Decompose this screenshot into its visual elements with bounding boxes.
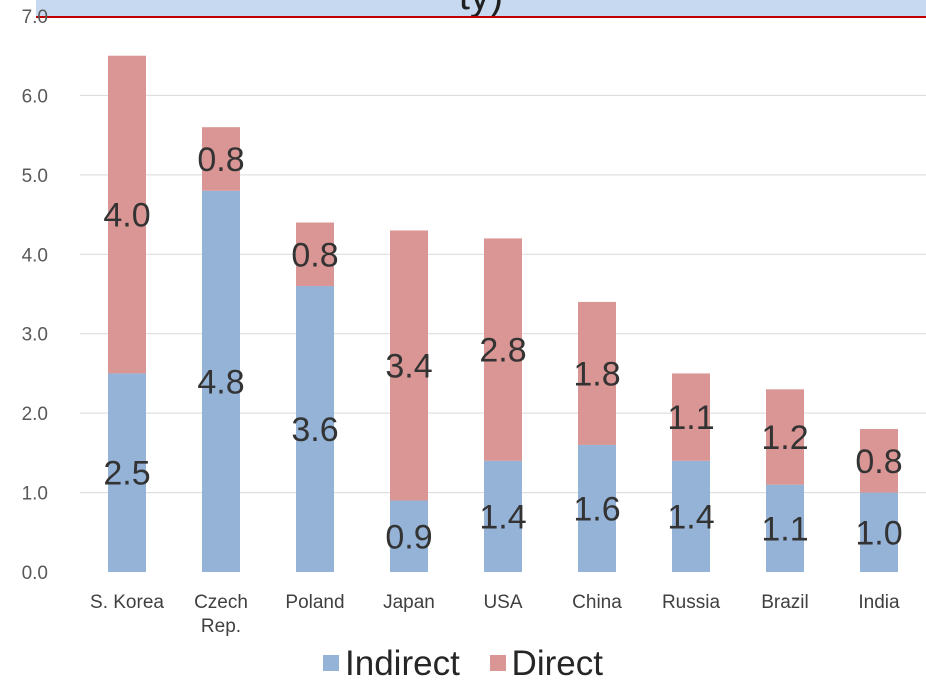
x-tick-label: China	[572, 592, 622, 613]
data-label-indirect: 0.9	[385, 518, 432, 556]
bar-direct	[860, 429, 898, 493]
bar-indirect	[108, 373, 146, 572]
bar-indirect	[390, 500, 428, 572]
data-label-direct: 0.8	[197, 141, 244, 179]
x-tick-label: India	[858, 592, 900, 613]
y-tick-label: 6.0	[22, 86, 48, 107]
x-tick-label: Japan	[383, 592, 435, 613]
bar-indirect	[578, 444, 616, 572]
x-tick-label: Poland	[285, 592, 344, 613]
y-tick-label: 1.0	[22, 484, 48, 505]
stacked-bar-chart: 0.0 1.0 2.0 3.0 4.0 5.0 6.0 7.0 S. Korea Czech Rep…	[22, 7, 926, 637]
bar-direct	[672, 373, 710, 461]
data-label-direct: 1.2	[761, 419, 808, 457]
data-label-indirect: 1.1	[761, 510, 808, 548]
bar-indirect	[296, 286, 334, 572]
data-label-direct: 4.0	[103, 197, 150, 235]
data-label-indirect: 4.8	[197, 363, 244, 401]
data-label-direct: 1.8	[573, 355, 620, 393]
y-tick-label: 2.0	[22, 404, 48, 425]
data-label-direct: 3.4	[385, 347, 432, 385]
bar-indirect	[672, 460, 710, 572]
data-label-direct: 0.8	[291, 236, 338, 274]
bar-direct	[578, 301, 616, 445]
legend: Indirect Direct	[0, 642, 926, 684]
bar-indirect	[766, 484, 804, 572]
data-label-indirect: 1.0	[855, 514, 902, 552]
data-label-direct: 2.8	[479, 332, 526, 370]
legend-label-indirect: Indirect	[345, 643, 460, 683]
data-label-indirect: 1.6	[573, 490, 620, 528]
bar-indirect	[484, 460, 522, 572]
chart-title-band: ty)	[36, 0, 926, 16]
data-label-indirect: 1.4	[667, 498, 714, 536]
chart-title: ty)	[36, 0, 926, 16]
x-tick-label: Russia	[662, 592, 721, 613]
x-tick-label: USA	[483, 592, 522, 613]
bar-indirect	[202, 190, 240, 572]
title-rule	[36, 16, 926, 18]
bar-direct	[202, 127, 240, 191]
data-label-indirect: 3.6	[291, 411, 338, 449]
y-tick-label: 0.0	[22, 563, 48, 584]
y-tick-label: 3.0	[22, 325, 48, 346]
data-label-indirect: 1.4	[479, 498, 526, 536]
legend-swatch-indirect	[323, 654, 340, 671]
bar-direct	[766, 389, 804, 485]
y-tick-label: 5.0	[22, 166, 48, 187]
x-tick-label: Brazil	[761, 592, 809, 613]
legend-item-indirect: Indirect	[323, 644, 460, 684]
bar-direct	[484, 238, 522, 461]
y-tick-label: 4.0	[22, 245, 48, 266]
bar-indirect	[860, 492, 898, 572]
bar-direct	[108, 55, 146, 374]
legend-label-direct: Direct	[511, 643, 603, 683]
legend-item-direct: Direct	[489, 643, 603, 684]
data-label-indirect: 2.5	[103, 455, 150, 493]
legend-swatch-direct	[489, 654, 506, 671]
x-tick-label: S. Korea	[90, 592, 164, 613]
bar-direct	[390, 230, 428, 501]
bar-direct	[296, 222, 334, 287]
data-label-direct: 0.8	[855, 443, 902, 481]
y-tick-label: 7.0	[22, 7, 48, 28]
x-tick-label: Rep.	[201, 616, 241, 637]
data-label-direct: 1.1	[667, 399, 714, 437]
x-tick-label: Czech	[194, 592, 248, 613]
